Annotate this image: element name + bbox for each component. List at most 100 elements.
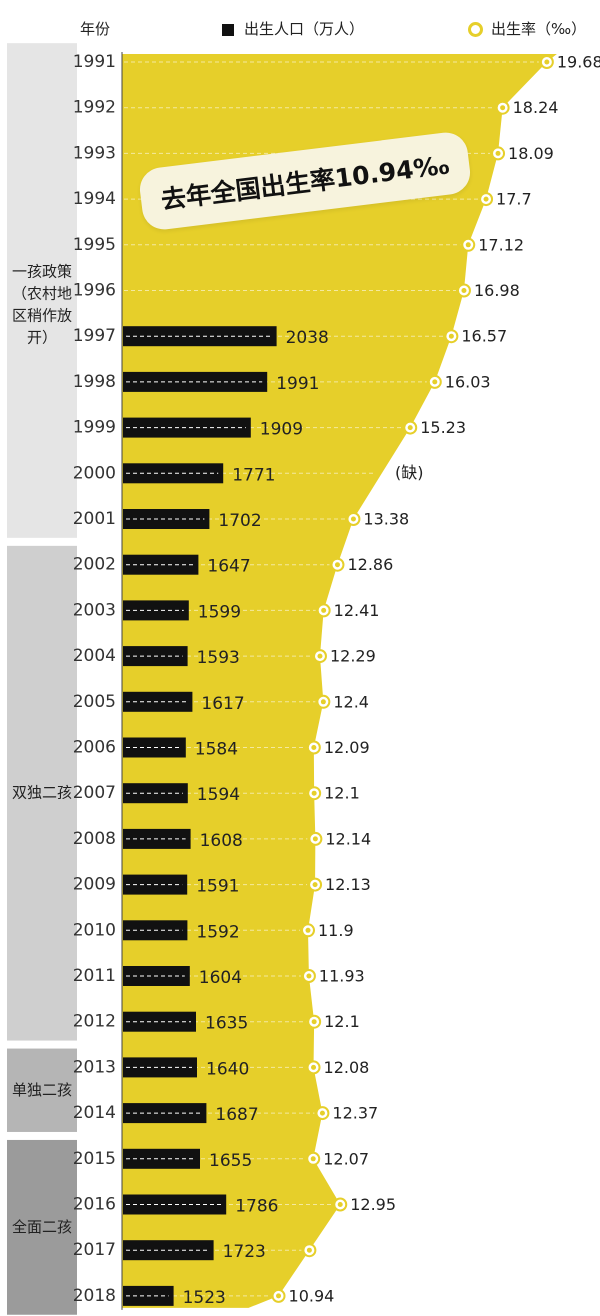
rate-value-label: 10.94 xyxy=(289,1286,335,1305)
year-tick-label: 1997 xyxy=(73,326,116,346)
rate-legend-entry: 出生率（‰） xyxy=(468,18,586,39)
policy-label: 双独二孩 xyxy=(12,784,72,802)
birth-value-label: 1584 xyxy=(195,740,238,760)
year-tick-label: 1998 xyxy=(73,372,116,392)
rate-value-label: 12.14 xyxy=(325,829,371,848)
birth-bar xyxy=(123,509,210,529)
policy-band xyxy=(7,545,77,1041)
policy-band xyxy=(7,43,77,538)
rate-value-label: 17.7 xyxy=(496,190,532,209)
birth-value-label: 1687 xyxy=(215,1105,258,1125)
birth-bar xyxy=(123,1011,196,1032)
year-tick-label: 2004 xyxy=(73,646,116,666)
rate-marker-dot xyxy=(276,1293,282,1299)
birth-value-label: 1593 xyxy=(197,648,240,668)
births-legend-entry: 出生人口（万人） xyxy=(222,18,364,39)
rate-marker-dot xyxy=(311,790,317,796)
rate-marker-dot xyxy=(407,425,413,431)
rate-value-label: 15.23 xyxy=(420,418,466,437)
birth-value-label: 1702 xyxy=(218,511,261,531)
year-tick-label: 2016 xyxy=(73,1195,116,1215)
policy-label-line: 区稍作放 xyxy=(12,307,72,325)
year-tick-label: 1996 xyxy=(73,281,116,301)
birth-value-label: 1591 xyxy=(196,877,239,897)
rate-value-label: 12.09 xyxy=(324,738,370,757)
rate-value-label: 18.24 xyxy=(513,98,559,117)
year-tick-label: 1999 xyxy=(73,418,116,438)
year-tick-label: 2018 xyxy=(73,1286,116,1306)
rate-marker-dot xyxy=(312,836,318,842)
birth-value-label: 1723 xyxy=(223,1242,266,1262)
year-tick-label: 2008 xyxy=(73,829,116,849)
birth-value-label: 2038 xyxy=(286,328,329,348)
policy-band xyxy=(7,1048,77,1132)
rate-value-label: 12.4 xyxy=(333,692,369,711)
rate-marker-dot xyxy=(432,379,438,385)
rate-marker-dot xyxy=(305,927,311,933)
year-tick-label: 1991 xyxy=(73,52,116,72)
policy-label-line: 开） xyxy=(27,329,57,347)
rate-legend-label: 出生率（‰） xyxy=(491,20,587,38)
birth-bar xyxy=(123,1194,227,1215)
year-tick-label: 1994 xyxy=(73,189,116,209)
birth-value-label: 1617 xyxy=(201,694,244,714)
year-tick-label: 2014 xyxy=(73,1103,116,1123)
rate-marker-dot xyxy=(500,105,506,111)
rate-marker-dot xyxy=(311,1019,317,1025)
year-tick-label: 1993 xyxy=(73,143,116,163)
rate-value-label: 12.41 xyxy=(334,601,380,620)
rate-value-label: 19.68 xyxy=(557,53,600,72)
rate-value-label: 16.03 xyxy=(445,372,491,391)
rate-marker-dot xyxy=(495,150,501,156)
missing-data-label: (缺) xyxy=(395,463,424,482)
policy-label: 单独二孩 xyxy=(12,1081,72,1099)
rate-value-label: 12.86 xyxy=(347,555,393,574)
year-tick-label: 2005 xyxy=(73,692,116,712)
rate-marker-dot xyxy=(334,562,340,568)
year-tick-label: 2003 xyxy=(73,600,116,620)
rate-value-label: 12.1 xyxy=(324,1012,360,1031)
births-legend-swatch xyxy=(222,23,234,36)
year-tick-label: 1992 xyxy=(73,98,116,118)
rate-value-label: 16.98 xyxy=(474,281,520,300)
birth-bar xyxy=(123,371,268,392)
policy-label-line: 一孩政策 xyxy=(12,263,72,281)
year-tick-label: 2009 xyxy=(73,875,116,895)
birth-value-label: 1909 xyxy=(260,420,303,440)
birth-bar xyxy=(123,1057,197,1078)
rate-marker-dot xyxy=(306,1247,312,1253)
births-legend-label: 出生人口（万人） xyxy=(244,20,365,38)
year-tick-label: 2010 xyxy=(73,920,116,940)
rate-marker-dot xyxy=(311,1064,317,1070)
year-tick-label: 2015 xyxy=(73,1149,116,1169)
rate-marker-dot xyxy=(544,59,550,65)
birth-value-label: 1640 xyxy=(206,1059,249,1079)
rate-value-label: 18.09 xyxy=(508,144,554,163)
year-tick-label: 2001 xyxy=(73,509,116,529)
rate-value-label: 13.38 xyxy=(363,510,409,529)
birth-value-label: 1635 xyxy=(205,1014,248,1034)
birth-value-label: 1786 xyxy=(235,1197,278,1217)
rate-marker-dot xyxy=(319,1110,325,1116)
birth-value-label: 1771 xyxy=(232,465,275,485)
rate-value-label: 12.13 xyxy=(325,875,371,894)
policy-label: 全面二孩 xyxy=(12,1218,72,1236)
rate-legend-marker xyxy=(468,22,483,37)
birth-bar xyxy=(123,554,199,575)
birth-value-label: 1594 xyxy=(197,785,240,805)
rate-marker-dot xyxy=(337,1202,343,1207)
birth-value-label: 1599 xyxy=(198,602,241,622)
birth-value-label: 1592 xyxy=(196,922,239,942)
birth-value-label: 1991 xyxy=(276,374,319,394)
rate-marker-dot xyxy=(350,516,356,522)
rate-marker-dot xyxy=(448,333,454,339)
year-tick-label: 2011 xyxy=(73,966,116,986)
rate-marker-dot xyxy=(317,653,323,659)
year-tick-label: 2002 xyxy=(73,555,116,575)
year-column-header: 年份 xyxy=(80,20,111,38)
rate-marker-dot xyxy=(483,196,489,202)
year-tick-label: 2007 xyxy=(73,783,116,803)
year-tick-label: 2013 xyxy=(73,1057,116,1077)
rate-marker-dot xyxy=(320,699,326,705)
